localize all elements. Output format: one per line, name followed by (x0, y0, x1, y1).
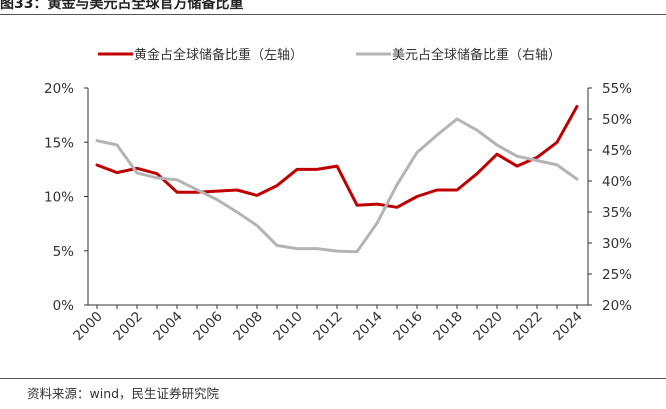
x-axis-tick-label: 2012 (310, 309, 346, 345)
x-axis-tick-label: 2000 (70, 309, 106, 345)
chart-title: 图33：黄金与美元占全球官方储备比重 (0, 0, 244, 12)
x-axis-tick-label: 2004 (150, 309, 186, 345)
title-divider (0, 14, 666, 15)
usd-reserve-share-line (95, 117, 579, 254)
right-axis-tick-label: 25% (602, 267, 632, 283)
x-axis-tick-label: 2006 (190, 309, 226, 345)
right-axis-tick-label: 55% (602, 81, 632, 97)
left-axis-tick-label: 20% (44, 81, 74, 97)
left-axis-tick-label: 5% (53, 244, 75, 260)
x-axis-tick-label: 2022 (510, 309, 546, 345)
right-axis-tick-label: 50% (602, 112, 632, 128)
x-axis-tick-label: 2002 (110, 309, 146, 345)
right-axis-tick-label: 35% (602, 205, 632, 221)
footer-divider (0, 378, 666, 379)
x-axis-tick-label: 2008 (230, 309, 266, 345)
legend: 黄金占全球储备比重（左轴） 美元占全球储备比重（右轴） (98, 47, 561, 63)
left-axis-tick-label: 0% (53, 298, 75, 314)
right-axis-tick-label: 40% (602, 174, 632, 190)
left-axis-tick-label: 10% (44, 190, 74, 206)
x-axis-tick-label: 2010 (270, 309, 306, 345)
right-axis-tick-label: 45% (602, 143, 632, 159)
legend-label-gold: 黄金占全球储备比重（左轴） (134, 47, 303, 63)
x-axis-tick-label: 2020 (470, 309, 506, 345)
axes: 0% 5% 10% 15% 20% 20% 25% 30% 35% 40% 45% 50% 55% 200… (44, 81, 632, 344)
x-axis-tick-label: 2024 (550, 309, 586, 345)
right-axis-tick-label: 20% (602, 298, 632, 314)
x-axis-tick-label: 2018 (430, 309, 466, 345)
source-note: 资料来源：wind，民生证券研究院 (27, 386, 220, 401)
legend-label-usd: 美元占全球储备比重（右轴） (392, 47, 561, 63)
series-lines (95, 104, 579, 254)
x-axis-tick-label: 2016 (390, 309, 426, 345)
x-axis-tick-label: 2014 (350, 309, 386, 345)
left-axis-tick-label: 15% (44, 135, 74, 151)
gold-reserve-share-line (95, 104, 579, 209)
right-axis-tick-label: 30% (602, 236, 632, 252)
